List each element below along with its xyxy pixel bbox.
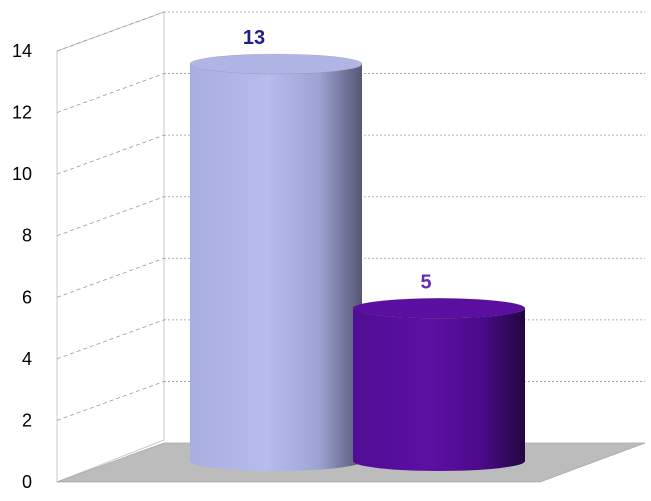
chart-back-wall — [56, 11, 165, 483]
bar-value-label: 5 — [420, 271, 431, 293]
gridline-side — [56, 11, 165, 52]
y-axis-tick-labels: 0 2 4 6 8 10 12 14 — [12, 41, 32, 492]
bar-top-cap — [189, 53, 363, 75]
bar-value-label: 13 — [243, 27, 265, 49]
gridline-side — [56, 73, 165, 113]
bar-0 — [189, 53, 363, 471]
y-tick-label: 8 — [22, 226, 32, 246]
y-tick-label: 10 — [12, 164, 32, 184]
bar-body — [190, 64, 362, 471]
y-tick-label: 6 — [22, 287, 32, 307]
y-tick-label: 0 — [22, 472, 32, 492]
y-tick-label: 14 — [12, 41, 32, 61]
bar-body — [353, 308, 525, 471]
y-tick-label: 4 — [22, 349, 32, 369]
data-labels: 13 5 — [243, 27, 432, 293]
bar-1 — [352, 298, 526, 471]
gridline-side — [56, 257, 165, 298]
gridline-side — [56, 381, 165, 421]
bars — [189, 53, 526, 471]
gridline-side — [56, 134, 165, 175]
y-tick-label: 2 — [22, 410, 32, 430]
gridline-side — [56, 319, 165, 360]
bar-top-cap — [352, 298, 526, 319]
gridline-side — [56, 196, 165, 237]
y-tick-label: 12 — [12, 103, 32, 123]
